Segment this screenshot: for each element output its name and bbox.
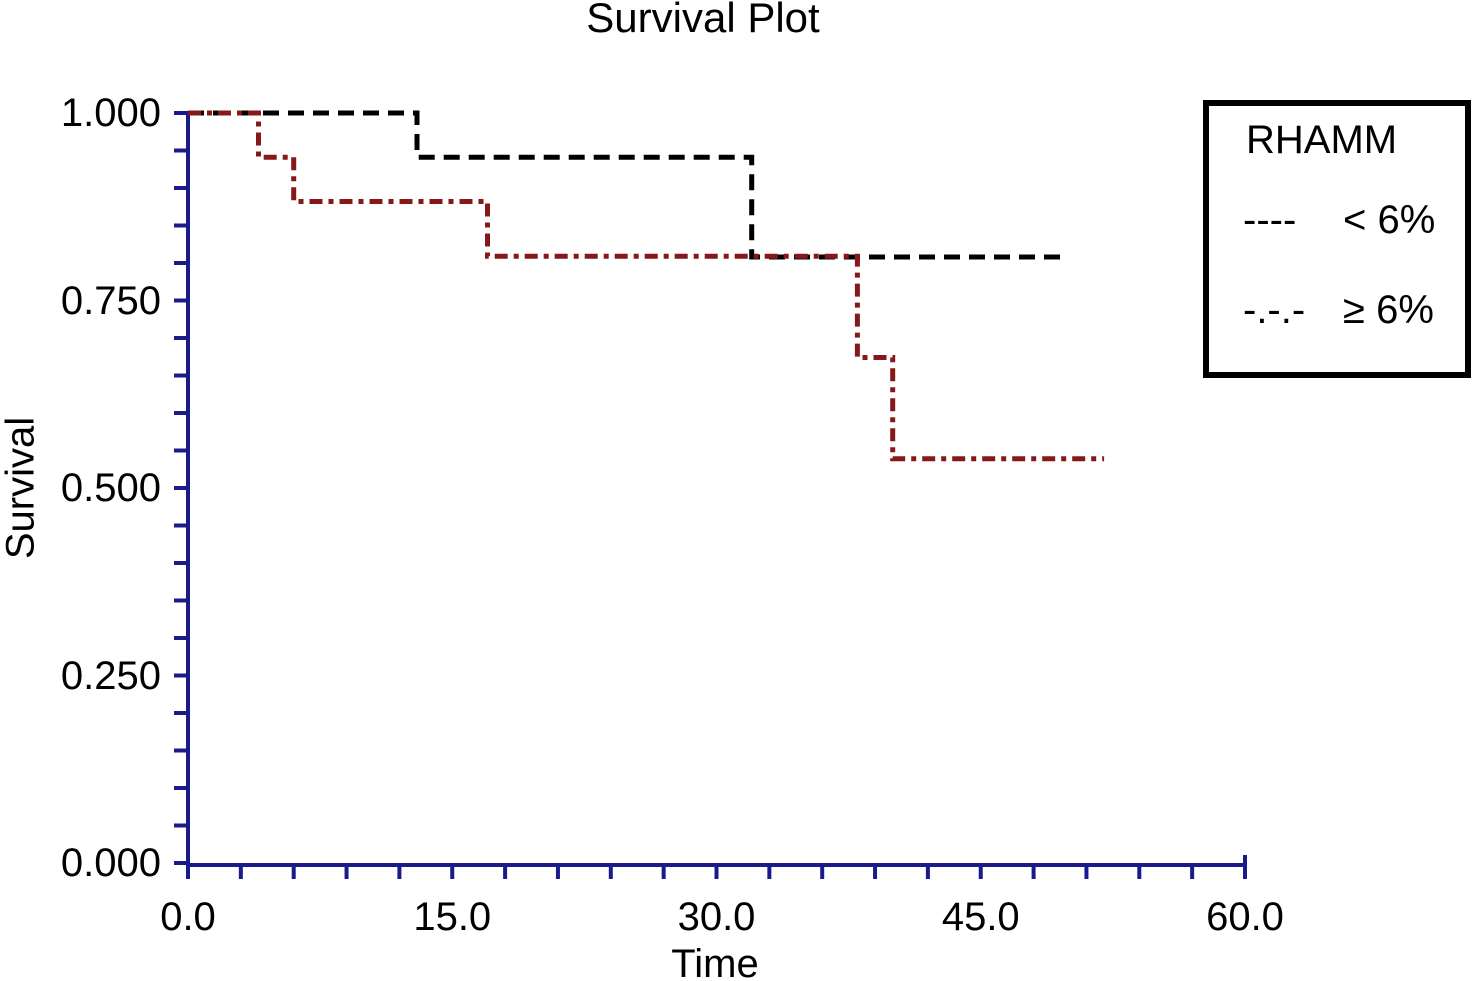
- series-curve-0: [188, 110, 1069, 260]
- y-tick-label: 0.750: [60, 278, 161, 323]
- x-tick-label: 45.0: [941, 895, 1020, 939]
- legend-line-sample-icon: ----: [1243, 198, 1297, 242]
- legend-entry: ---- < 6%: [1243, 198, 1435, 243]
- x-tick-label: 15.0: [413, 895, 492, 939]
- legend-entry-label: < 6%: [1343, 198, 1436, 242]
- x-axis-title: Time: [671, 942, 759, 981]
- legend-line-sample-icon: -.-.-: [1243, 288, 1306, 332]
- chart-title: Survival Plot: [586, 0, 820, 41]
- y-tick-label: 0.500: [60, 466, 161, 510]
- legend-box: RHAMM ---- < 6% -.-.- ≥ 6%: [1203, 100, 1471, 378]
- legend-entry: -.-.- ≥ 6%: [1243, 288, 1434, 333]
- legend-title: RHAMM: [1246, 118, 1398, 162]
- y-tick-label: 0.000: [60, 841, 161, 885]
- y-tick-label: 0.250: [60, 653, 161, 698]
- x-tick-label: 0.0: [160, 895, 216, 939]
- x-tick-label: 30.0: [677, 895, 756, 939]
- x-tick-label: 60.0: [1206, 895, 1284, 939]
- legend-entry-label: ≥ 6%: [1343, 288, 1434, 332]
- y-tick-label: 1.000: [60, 91, 161, 135]
- series-curve-1: [188, 110, 1105, 462]
